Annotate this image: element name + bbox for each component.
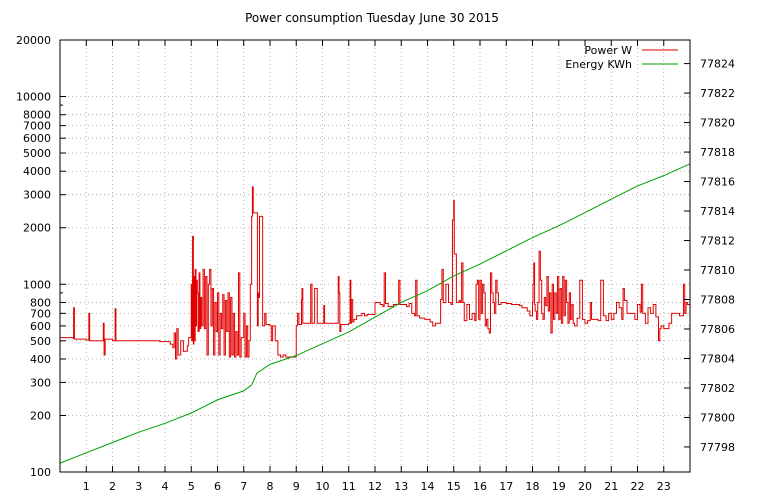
x-tick-label: 12 <box>368 480 382 493</box>
x-tick-label: 16 <box>473 480 487 493</box>
y-tick-label: 2000 <box>23 222 51 235</box>
x-tick-label: 14 <box>421 480 435 493</box>
axis-layer: 1 2 3 4 5 6 7 8 9 10 11 12 13 14 15 16 17 18 19 20 21 22 23100… <box>16 34 735 493</box>
y2-tick-label: 77804 <box>700 352 735 365</box>
y2-tick-label: 77798 <box>700 441 735 454</box>
x-tick-label: 21 <box>604 480 618 493</box>
x-tick-label: 5 <box>188 480 195 493</box>
y2-tick-label: 77822 <box>700 87 735 100</box>
y-tick-label: 8000 <box>23 109 51 122</box>
x-tick-label: 4 <box>162 480 169 493</box>
y2-tick-label: 77812 <box>700 235 735 248</box>
y2-tick-label: 77800 <box>700 411 735 424</box>
legend-label: Energy KWh <box>565 58 632 71</box>
x-tick-label: 7 <box>240 480 247 493</box>
x-tick-label: 22 <box>631 480 645 493</box>
x-tick-label: 3 <box>135 480 142 493</box>
y2-tick-label: 77820 <box>700 117 735 130</box>
y-tick-label: 500 <box>30 335 51 348</box>
y-tick-label: 600 <box>30 320 51 333</box>
x-tick-label: 8 <box>267 480 274 493</box>
y-tick-label: 7000 <box>23 120 51 133</box>
x-tick-label: 23 <box>657 480 671 493</box>
y2-tick-label: 77810 <box>700 264 735 277</box>
y-tick-label: 10000 <box>16 91 51 104</box>
x-tick-label: 15 <box>447 480 461 493</box>
x-tick-label: 20 <box>578 480 592 493</box>
x-tick-label: 1 <box>83 480 90 493</box>
y-tick-label: 200 <box>30 409 51 422</box>
y2-tick-label: 77818 <box>700 146 735 159</box>
y-tick-label: 5000 <box>23 147 51 160</box>
y-tick-label: 300 <box>30 376 51 389</box>
y-tick-label: 700 <box>30 307 51 320</box>
x-tick-label: 11 <box>342 480 356 493</box>
x-tick-label: 19 <box>552 480 566 493</box>
y2-tick-label: 77802 <box>700 382 735 395</box>
grid-layer <box>60 40 690 472</box>
x-tick-label: 17 <box>499 480 513 493</box>
y-tick-label: 1000 <box>23 278 51 291</box>
legend-label: Power W <box>584 44 632 57</box>
series-line-power-w <box>60 186 690 360</box>
series-line-energy-kwh <box>59 163 691 464</box>
y2-tick-label: 77824 <box>700 58 735 71</box>
y2-tick-label: 77808 <box>700 293 735 306</box>
y2-tick-label: 77806 <box>700 323 735 336</box>
y2-tick-label: 77814 <box>700 205 735 218</box>
series-layer <box>59 163 691 464</box>
y2-tick-label: 77816 <box>700 176 735 189</box>
x-tick-label: 13 <box>394 480 408 493</box>
x-tick-label: 2 <box>109 480 116 493</box>
x-tick-label: 10 <box>316 480 330 493</box>
y-tick-label: 4000 <box>23 165 51 178</box>
chart-title: Power consumption Tuesday June 30 2015 <box>245 11 499 25</box>
y-tick-label: 3000 <box>23 189 51 202</box>
x-tick-label: 18 <box>526 480 540 493</box>
y-tick-label: 800 <box>30 296 51 309</box>
y-tick-label: 400 <box>30 353 51 366</box>
x-tick-label: 6 <box>214 480 221 493</box>
plot-border <box>59 39 691 473</box>
y-tick-label: 20000 <box>16 34 51 47</box>
y-tick-label: 6000 <box>23 132 51 145</box>
y-tick-label: 100 <box>30 466 51 479</box>
x-tick-label: 9 <box>293 480 300 493</box>
